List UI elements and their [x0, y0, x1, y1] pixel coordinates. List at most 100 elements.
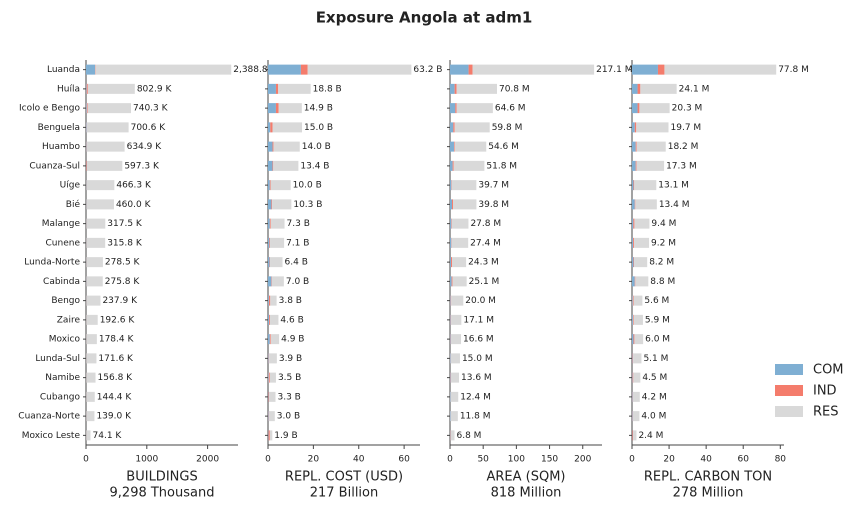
bar-segment — [632, 237, 634, 248]
value-label: 51.8 M — [486, 161, 517, 171]
bar-segment — [87, 103, 132, 114]
bar-segment — [633, 295, 643, 306]
y-tick-label: Benguela — [38, 123, 80, 133]
bar-segment — [632, 334, 634, 345]
bar-segment — [450, 257, 452, 268]
y-tick-label: Huíla — [57, 84, 80, 94]
value-label: 59.8 M — [492, 123, 523, 133]
bar-segment — [86, 237, 106, 248]
bar-segment — [636, 141, 666, 152]
bar-segment — [268, 160, 273, 171]
bar-segment — [451, 295, 464, 306]
bar-segment — [268, 237, 270, 248]
bar-segment — [450, 237, 452, 248]
bar-segment — [450, 218, 452, 229]
bar-segment — [632, 391, 640, 402]
bar-segment — [278, 83, 311, 94]
bar-segment — [634, 257, 648, 268]
value-label: 9.4 M — [651, 219, 676, 229]
value-label: 144.4 K — [97, 392, 133, 402]
bar-segment — [86, 160, 87, 171]
bar-segment — [632, 141, 636, 152]
value-label: 178.4 K — [99, 335, 135, 345]
bar-segment — [450, 199, 452, 210]
bar-segment — [640, 83, 677, 94]
value-label: 192.6 K — [100, 315, 136, 325]
chart-title: Exposure Angola at adm1 — [316, 9, 533, 27]
value-label: 10.3 B — [293, 200, 322, 210]
bar-segment — [634, 122, 637, 133]
y-tick-label: Cunene — [46, 238, 81, 248]
x-tick-label: 50 — [477, 455, 489, 465]
bar-segment — [86, 411, 95, 422]
bar-segment — [632, 180, 634, 191]
legend-swatch — [775, 364, 803, 375]
bar-segment — [632, 372, 634, 383]
bar-segment — [639, 103, 670, 114]
legend-label: RES — [813, 405, 839, 420]
bar-segment — [86, 103, 88, 114]
x-tick-label: 1000 — [135, 455, 158, 465]
bar-segment — [272, 141, 274, 152]
value-label: 16.6 M — [463, 335, 494, 345]
x-axis-subtitle: 278 Million — [673, 486, 744, 501]
bar-segment — [271, 199, 273, 210]
y-tick-label: Uíge — [60, 181, 81, 191]
bar-segment — [86, 160, 123, 171]
x-tick-label: 80 — [775, 455, 787, 465]
bar-segment — [632, 391, 633, 402]
bar-segment — [450, 103, 456, 114]
y-tick-label: Lunda-Norte — [24, 258, 80, 268]
value-label: 3.3 B — [277, 392, 300, 402]
y-tick-label: Moxico Leste — [22, 431, 81, 441]
value-label: 8.8 M — [650, 277, 675, 287]
value-label: 63.2 B — [413, 65, 442, 75]
bar-segment — [632, 103, 638, 114]
x-tick-label: 0 — [83, 455, 89, 465]
value-label: 64.6 M — [495, 104, 526, 114]
x-axis-subtitle: 818 Million — [491, 486, 562, 501]
y-tick-label: Cubango — [40, 392, 81, 402]
bar-segment — [633, 180, 635, 191]
bar-segment — [86, 122, 129, 133]
bar-segment — [472, 64, 595, 75]
value-label: 275.8 K — [105, 277, 141, 287]
bar-segment — [450, 372, 451, 383]
bar-segment — [453, 122, 455, 133]
value-label: 12.4 M — [460, 392, 491, 402]
bar-segment — [635, 160, 637, 171]
bar-segment — [86, 314, 98, 325]
bar-segment — [268, 353, 269, 364]
value-label: 5.9 M — [645, 315, 670, 325]
bar-segment — [270, 314, 279, 325]
bar-segment — [634, 199, 636, 210]
bar-segment — [450, 160, 453, 171]
bar-segment — [452, 160, 454, 171]
x-axis-label: AREA (SQM) — [486, 470, 565, 485]
bar-segment — [633, 372, 641, 383]
bar-segment — [450, 295, 452, 306]
bar-segment — [454, 122, 490, 133]
bar-segment — [632, 411, 633, 422]
bar-segment — [633, 314, 643, 325]
bar-segment — [307, 64, 412, 75]
value-label: 5.6 M — [644, 296, 669, 306]
value-label: 237.9 K — [102, 296, 138, 306]
bar-segment — [268, 430, 270, 441]
bar-segment — [268, 180, 270, 191]
bar-segment — [450, 141, 454, 152]
bar-segment — [270, 180, 291, 191]
bar-segment — [86, 180, 115, 191]
value-label: 18.8 B — [313, 84, 342, 94]
bar-segment — [269, 353, 277, 364]
bar-segment — [271, 276, 284, 287]
bar-segment — [456, 103, 493, 114]
value-label: 11.8 M — [460, 412, 491, 422]
x-tick-label: 0 — [629, 455, 635, 465]
value-label: 3.5 B — [278, 373, 301, 383]
bar-segment — [451, 257, 467, 268]
bar-segment — [269, 334, 271, 345]
bar-segment — [634, 180, 657, 191]
bar-segment — [269, 180, 271, 191]
